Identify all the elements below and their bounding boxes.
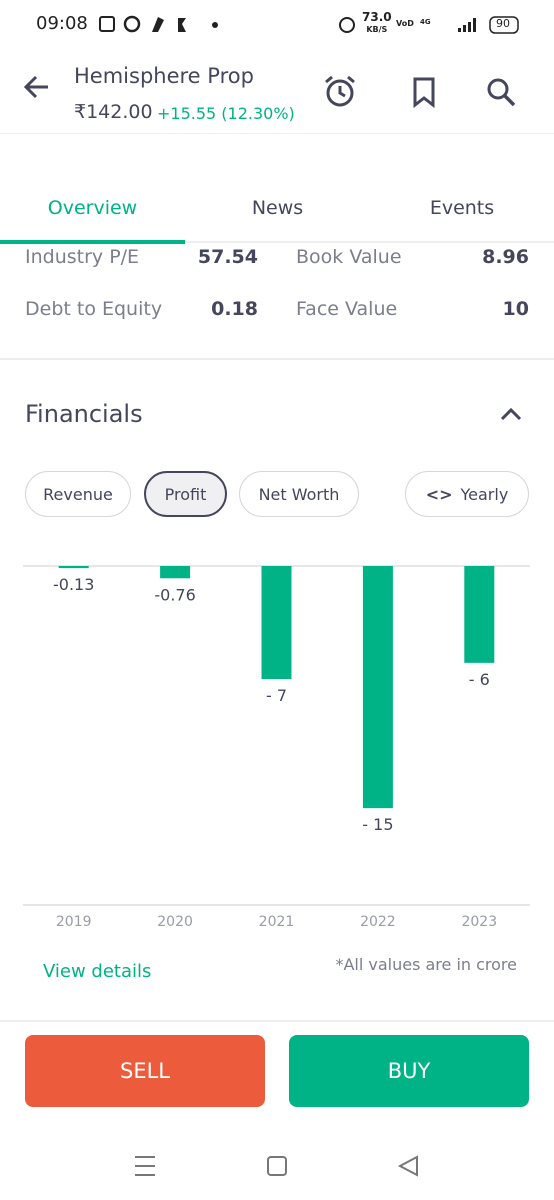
footnote: *All values are in crore	[335, 955, 517, 974]
status-speed: 73.0 KB/S	[362, 10, 392, 35]
back-button[interactable]	[22, 72, 52, 102]
stat-label: Face Value	[296, 298, 398, 320]
nav-bar	[135, 1155, 418, 1177]
stock-name: Hemisphere Prop	[74, 64, 254, 88]
buy-button[interactable]: BUY	[289, 1035, 529, 1107]
search-button[interactable]	[486, 77, 518, 109]
chip-selected[interactable]: Profit	[144, 471, 227, 517]
svg-text:4G: 4G	[420, 18, 431, 26]
data-label: - 6	[469, 670, 490, 689]
bar	[261, 566, 292, 679]
bar	[160, 566, 191, 579]
chip-label: Yearly	[460, 484, 509, 504]
x-tick-label: 2020	[157, 914, 193, 930]
divider	[0, 1020, 554, 1022]
stat-value: 57.54	[197, 246, 258, 268]
collapse-button[interactable]	[498, 404, 524, 424]
speed-unit: KB/S	[366, 25, 388, 34]
chip[interactable]: Revenue	[25, 471, 131, 517]
bar	[362, 566, 393, 809]
stat-value: 10	[502, 298, 529, 320]
x-tick-label: 2021	[259, 914, 295, 930]
bar	[464, 566, 495, 663]
sell-button[interactable]: SELL	[25, 1035, 265, 1107]
stat-value: 0.18	[211, 298, 258, 320]
status-right-icons: VoD 4G	[339, 16, 519, 34]
stock-price: ₹142.00	[74, 101, 153, 123]
section-title: Financials	[25, 400, 143, 428]
tab[interactable]: Events	[429, 197, 495, 219]
code-icon: <>	[425, 484, 453, 504]
divider	[0, 358, 554, 360]
chip[interactable]: <> Yearly	[405, 471, 529, 517]
tab[interactable]: Overview	[47, 197, 138, 219]
tab-underline	[185, 241, 554, 243]
svg-text:VoD: VoD	[396, 19, 414, 28]
tab-indicator	[0, 240, 185, 244]
x-tick-label: 2023	[461, 914, 497, 930]
stat-label: Book Value	[296, 246, 402, 268]
status-icons	[99, 15, 218, 33]
view-details-link[interactable]: View details	[43, 961, 152, 982]
stat-label: Debt to Equity	[25, 298, 163, 320]
status-time: 09:08	[36, 13, 88, 34]
divider	[0, 133, 554, 134]
speed-value: 73.0	[362, 10, 392, 24]
alarm-button[interactable]	[322, 74, 358, 110]
stat-label: Industry P/E	[25, 246, 140, 268]
bar	[58, 566, 89, 569]
data-label: -0.13	[53, 575, 94, 594]
tab[interactable]: News	[251, 197, 304, 219]
battery: 90	[496, 17, 510, 30]
stat-value: 8.96	[482, 246, 529, 268]
bookmark-button[interactable]	[410, 76, 440, 108]
x-tick-label: 2019	[56, 914, 92, 930]
data-label: - 15	[362, 815, 393, 834]
data-label: - 7	[266, 686, 287, 705]
x-tick-label: 2022	[360, 914, 396, 930]
price-change: +15.55 (12.30%)	[157, 104, 295, 123]
chip[interactable]: Net Worth	[239, 471, 359, 517]
data-label: -0.76	[154, 585, 195, 604]
